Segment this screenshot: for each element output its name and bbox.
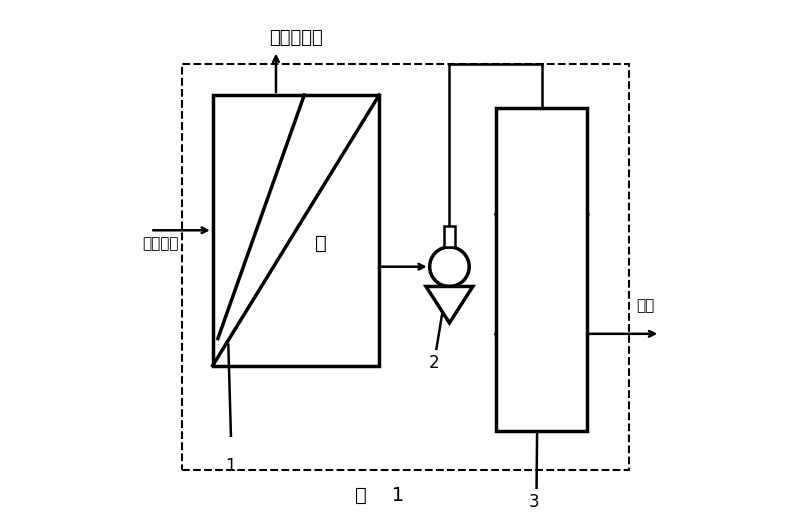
Text: 3: 3 [529, 493, 539, 511]
Text: 膜: 膜 [315, 234, 327, 253]
Bar [182, 64, 629, 470]
Text: 图    1: 图 1 [354, 486, 404, 505]
Polygon shape [426, 287, 473, 323]
Text: 出水: 出水 [637, 298, 655, 313]
Bar [444, 226, 455, 247]
Bar [213, 95, 379, 366]
Circle shape [430, 247, 469, 287]
Text: 1: 1 [226, 457, 236, 474]
Bar [496, 108, 587, 430]
Text: 城市污水: 城市污水 [142, 236, 179, 251]
Text: 生物气回用: 生物气回用 [269, 29, 323, 47]
Text: 2: 2 [429, 354, 439, 372]
